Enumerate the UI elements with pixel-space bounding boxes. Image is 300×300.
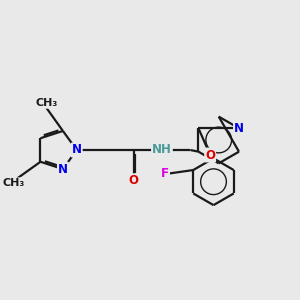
Text: CH₃: CH₃ (35, 98, 58, 108)
Text: O: O (128, 174, 139, 187)
Text: O: O (205, 148, 215, 161)
Text: NH: NH (152, 143, 172, 157)
Text: N: N (234, 122, 244, 135)
Text: F: F (161, 167, 169, 180)
Text: N: N (58, 163, 68, 176)
Text: N: N (72, 143, 82, 157)
Text: CH₃: CH₃ (3, 178, 25, 188)
